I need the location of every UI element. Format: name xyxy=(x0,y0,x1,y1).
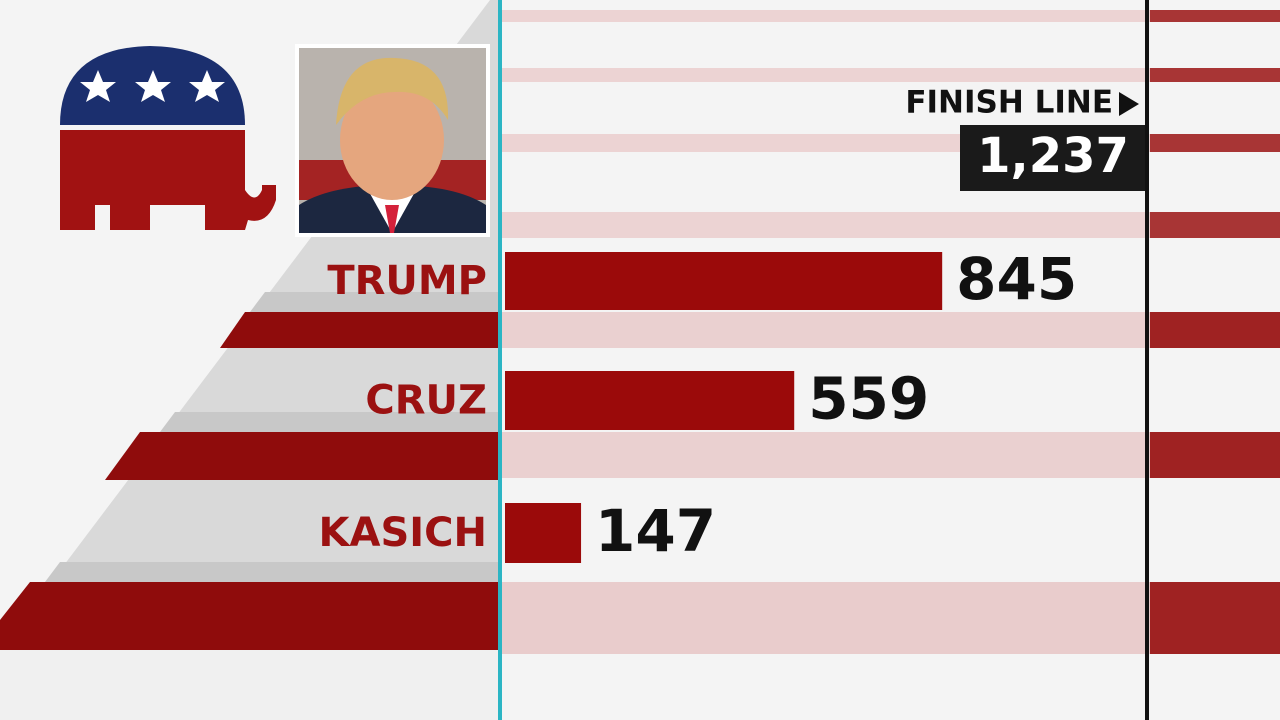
value-label: 559 xyxy=(808,365,929,433)
bar xyxy=(505,503,582,563)
category-label: KASICH xyxy=(319,510,487,556)
value-label: 147 xyxy=(595,497,716,565)
value-label: 845 xyxy=(956,245,1077,313)
bar xyxy=(505,371,795,430)
bar xyxy=(505,252,943,310)
finish-arrow xyxy=(1119,92,1139,116)
category-label: TRUMP xyxy=(327,258,487,304)
party-logo xyxy=(60,46,276,230)
stripes xyxy=(500,10,1280,654)
finish-box xyxy=(960,125,1145,191)
finish-line-value: 1,237 xyxy=(977,128,1129,184)
category-label: CRUZ xyxy=(365,378,487,424)
finish-line-title: FINISH LINE xyxy=(905,85,1113,121)
candidate-photo xyxy=(295,44,490,237)
